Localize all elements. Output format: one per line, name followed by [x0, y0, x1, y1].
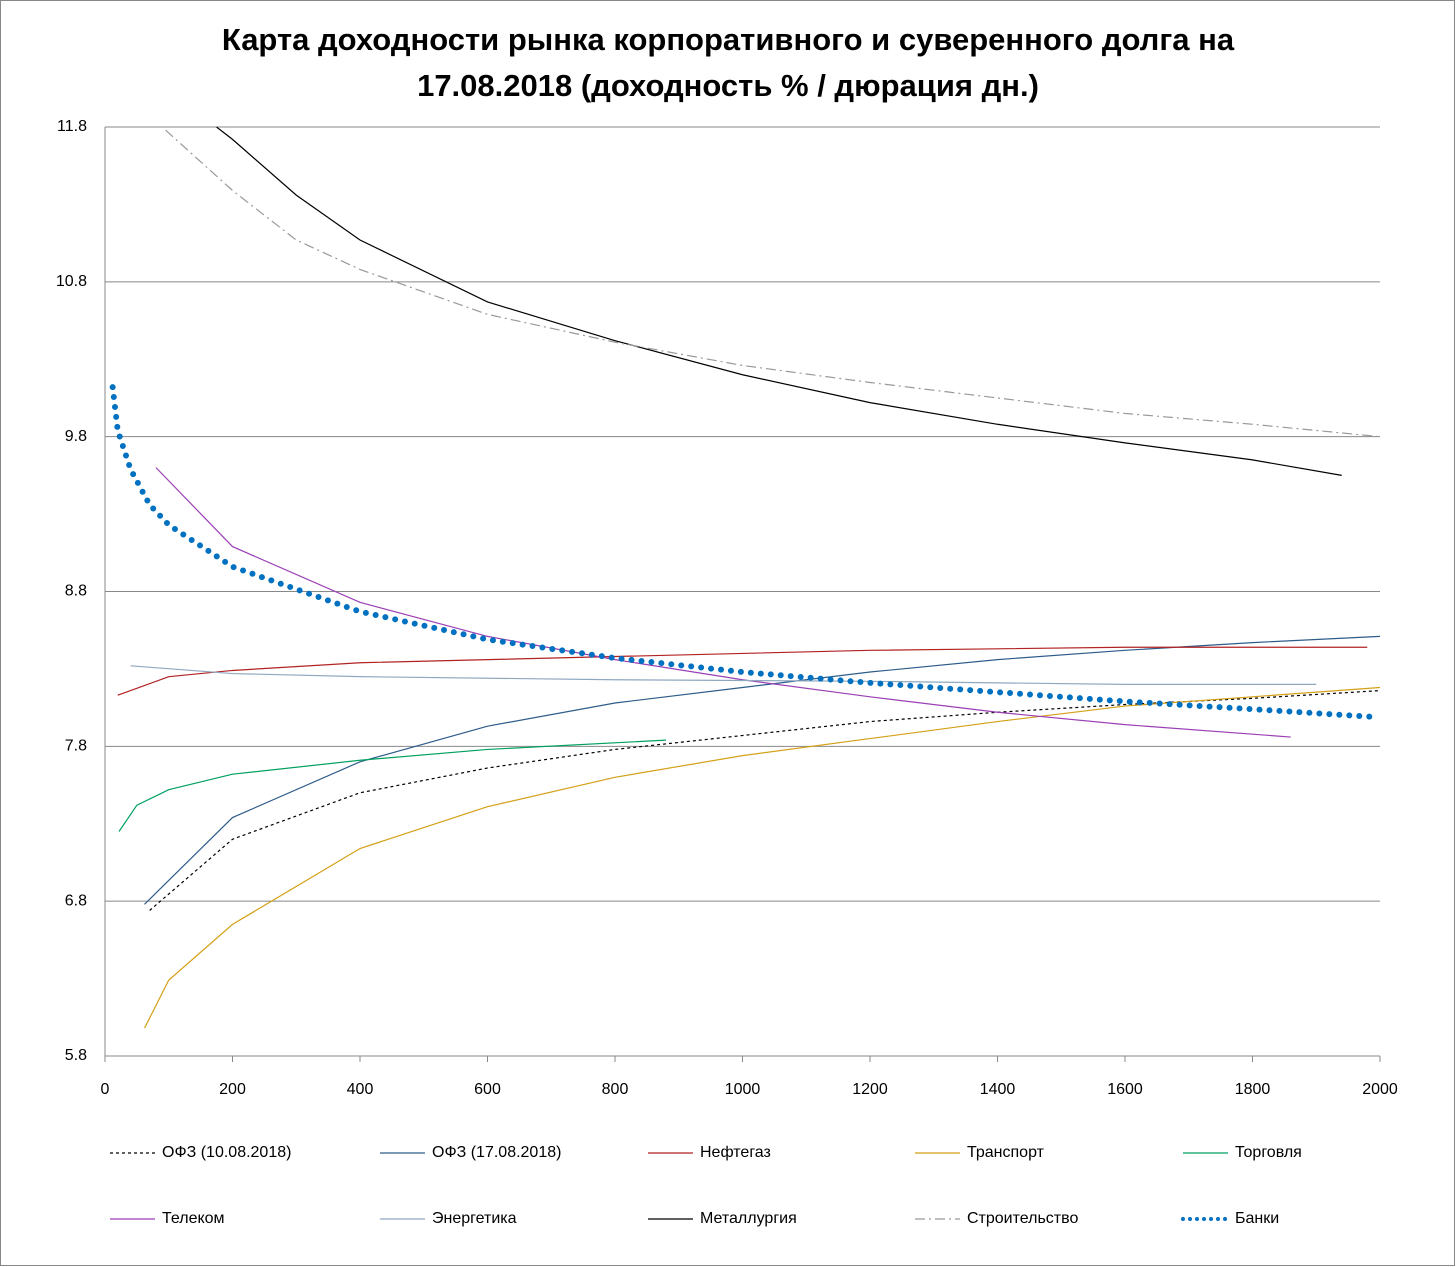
x-tick-label: 1800	[1235, 1081, 1271, 1098]
x-tick-label: 200	[219, 1081, 246, 1098]
legend-label: Транспорт	[967, 1144, 1045, 1161]
legend-label: Нефтегаз	[700, 1144, 771, 1161]
legend-label: Металлургия	[700, 1210, 797, 1227]
x-tick-label: 600	[474, 1081, 501, 1098]
y-tick-label: 7.8	[65, 738, 87, 755]
series-line	[117, 646, 1368, 696]
series-line	[165, 129, 1381, 438]
series-line	[216, 126, 1342, 476]
y-tick-label: 10.8	[56, 273, 87, 290]
legend-label: Телеком	[162, 1210, 225, 1227]
series-line	[130, 665, 1317, 685]
y-tick-label: 6.8	[65, 892, 87, 909]
series-line	[155, 467, 1291, 738]
series-line	[118, 739, 667, 832]
legend-label: Торговля	[1235, 1144, 1302, 1161]
chart-title: 17.08.2018 (доходность % / дюрация дн.)	[417, 68, 1039, 103]
y-tick-label: 11.8	[57, 118, 87, 135]
x-tick-label: 1400	[980, 1081, 1016, 1098]
series-line	[109, 384, 1377, 720]
y-tick-label: 5.8	[65, 1047, 87, 1064]
x-tick-label: 1600	[1107, 1081, 1143, 1098]
x-tick-label: 400	[347, 1081, 374, 1098]
x-tick-label: 1000	[725, 1081, 761, 1098]
legend-label: ОФЗ (10.08.2018)	[162, 1144, 291, 1161]
x-tick-label: 800	[602, 1081, 629, 1098]
legend-label: Строительство	[967, 1210, 1078, 1227]
x-tick-label: 2000	[1362, 1081, 1398, 1098]
legend-label: Энергетика	[432, 1210, 517, 1227]
series-line	[143, 686, 1381, 1029]
legend-label: ОФЗ (17.08.2018)	[432, 1144, 561, 1161]
x-tick-label: 1200	[852, 1081, 888, 1098]
y-tick-label: 9.8	[65, 428, 87, 445]
x-tick-label: 0	[101, 1081, 110, 1098]
chart-title: Карта доходности рынка корпоративного и …	[222, 22, 1235, 57]
legend-label: Банки	[1235, 1210, 1279, 1227]
y-tick-label: 8.8	[65, 583, 87, 600]
